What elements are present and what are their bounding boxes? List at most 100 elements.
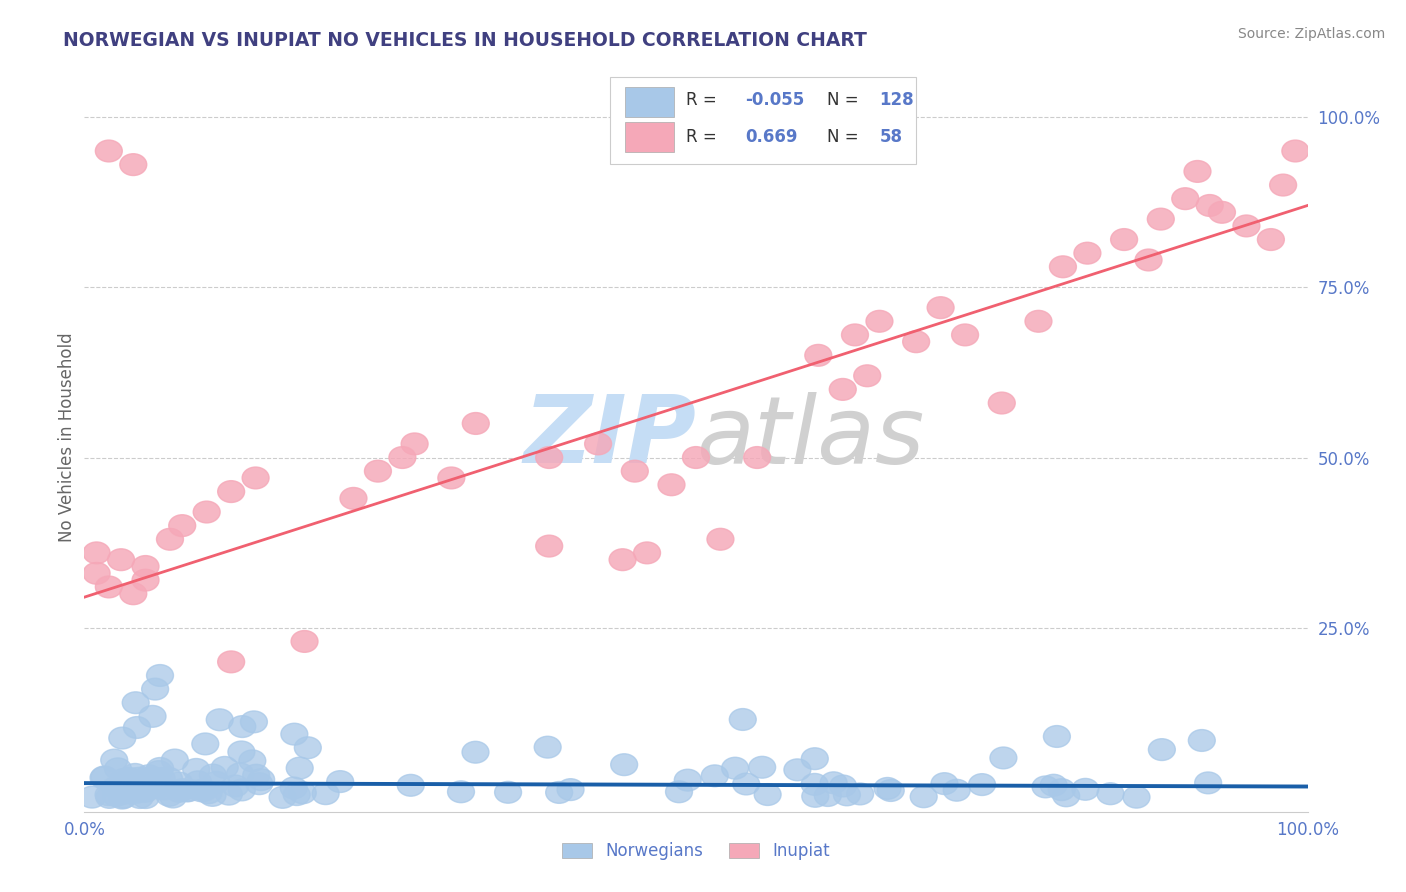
Ellipse shape (108, 783, 136, 805)
Ellipse shape (1097, 783, 1123, 805)
Ellipse shape (125, 767, 152, 789)
Ellipse shape (96, 140, 122, 161)
Ellipse shape (785, 759, 811, 780)
Ellipse shape (294, 737, 322, 758)
Ellipse shape (398, 774, 425, 797)
Ellipse shape (1195, 772, 1222, 794)
Ellipse shape (931, 772, 957, 795)
Ellipse shape (193, 501, 221, 523)
Ellipse shape (243, 764, 270, 786)
Ellipse shape (207, 709, 233, 731)
Ellipse shape (121, 764, 149, 785)
Ellipse shape (830, 775, 856, 797)
Ellipse shape (1282, 140, 1309, 161)
Ellipse shape (801, 773, 828, 796)
Ellipse shape (90, 767, 117, 789)
Ellipse shape (621, 460, 648, 482)
Ellipse shape (1111, 228, 1137, 251)
Ellipse shape (536, 535, 562, 557)
FancyBboxPatch shape (610, 78, 917, 163)
Ellipse shape (242, 467, 269, 489)
Ellipse shape (665, 780, 693, 803)
Ellipse shape (145, 761, 172, 782)
Ellipse shape (139, 706, 166, 727)
Ellipse shape (246, 772, 273, 795)
Ellipse shape (749, 756, 776, 778)
Ellipse shape (658, 474, 685, 496)
Ellipse shape (200, 784, 226, 806)
Ellipse shape (162, 749, 188, 771)
Ellipse shape (814, 785, 841, 806)
Ellipse shape (536, 447, 562, 468)
Ellipse shape (229, 715, 256, 738)
Ellipse shape (146, 665, 173, 686)
Ellipse shape (146, 757, 173, 780)
Ellipse shape (1270, 174, 1296, 196)
Ellipse shape (122, 772, 149, 794)
Ellipse shape (585, 433, 612, 455)
Ellipse shape (401, 433, 427, 455)
Ellipse shape (952, 324, 979, 346)
Text: R =: R = (686, 128, 723, 146)
Text: NORWEGIAN VS INUPIAT NO VEHICLES IN HOUSEHOLD CORRELATION CHART: NORWEGIAN VS INUPIAT NO VEHICLES IN HOUS… (63, 31, 868, 50)
Ellipse shape (281, 723, 308, 745)
Ellipse shape (463, 413, 489, 434)
Ellipse shape (326, 771, 354, 792)
Ellipse shape (115, 767, 142, 789)
Ellipse shape (135, 764, 162, 787)
Ellipse shape (1184, 161, 1211, 182)
Ellipse shape (702, 765, 728, 787)
Ellipse shape (117, 779, 143, 801)
Text: N =: N = (827, 128, 863, 146)
Ellipse shape (1209, 202, 1236, 223)
Ellipse shape (910, 786, 938, 807)
Ellipse shape (754, 784, 782, 805)
Ellipse shape (96, 576, 122, 598)
Ellipse shape (240, 711, 267, 732)
Ellipse shape (969, 773, 995, 796)
Ellipse shape (866, 310, 893, 332)
Ellipse shape (228, 779, 256, 801)
Ellipse shape (142, 678, 169, 700)
Ellipse shape (290, 782, 316, 804)
Ellipse shape (96, 784, 122, 805)
Ellipse shape (1197, 194, 1223, 217)
Ellipse shape (150, 778, 177, 799)
Ellipse shape (195, 782, 222, 804)
Ellipse shape (675, 769, 702, 791)
Ellipse shape (118, 772, 145, 793)
Ellipse shape (927, 297, 955, 318)
Ellipse shape (136, 768, 165, 789)
Ellipse shape (191, 733, 219, 755)
Ellipse shape (730, 708, 756, 731)
Ellipse shape (215, 783, 242, 805)
Ellipse shape (122, 781, 150, 803)
FancyBboxPatch shape (626, 87, 673, 117)
Text: N =: N = (827, 91, 863, 109)
Ellipse shape (222, 775, 249, 797)
Ellipse shape (842, 324, 869, 346)
Ellipse shape (218, 651, 245, 673)
Text: 0.669: 0.669 (745, 128, 797, 146)
Ellipse shape (122, 692, 149, 714)
Ellipse shape (148, 768, 176, 789)
Ellipse shape (156, 767, 183, 789)
Ellipse shape (108, 727, 136, 749)
Ellipse shape (101, 749, 128, 771)
FancyBboxPatch shape (626, 122, 673, 153)
Ellipse shape (103, 785, 129, 806)
Ellipse shape (169, 515, 195, 536)
Ellipse shape (1188, 730, 1215, 751)
Ellipse shape (96, 787, 122, 808)
Ellipse shape (1135, 249, 1161, 271)
Ellipse shape (495, 781, 522, 803)
Ellipse shape (534, 736, 561, 758)
Text: 58: 58 (880, 128, 903, 146)
Ellipse shape (211, 756, 238, 779)
Ellipse shape (834, 784, 860, 805)
Ellipse shape (132, 780, 159, 802)
Ellipse shape (1053, 785, 1080, 806)
Ellipse shape (132, 787, 159, 808)
Ellipse shape (166, 772, 193, 794)
Ellipse shape (875, 778, 901, 799)
